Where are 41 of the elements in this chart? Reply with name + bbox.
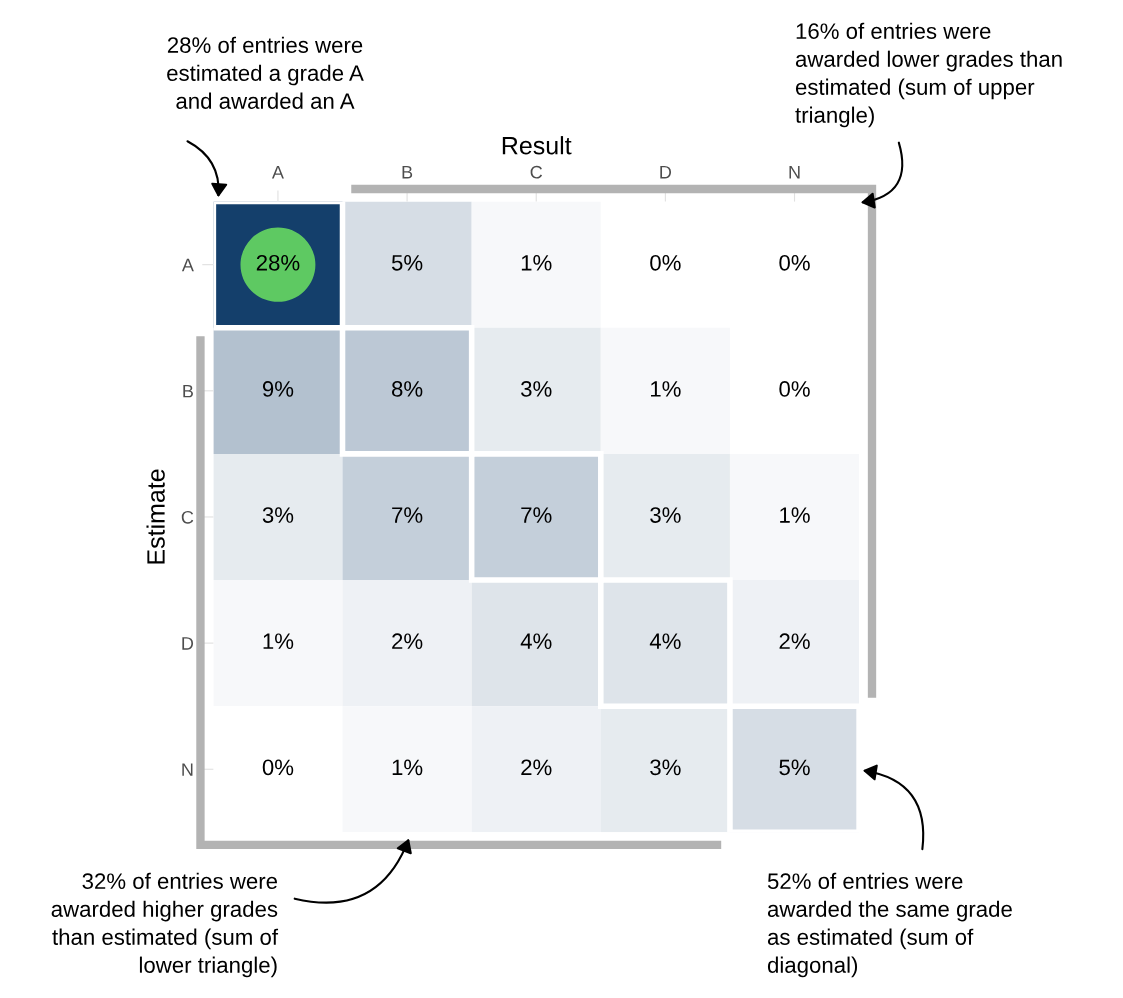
data-label: 1% (521, 255, 552, 271)
data-label: 0% (262, 759, 294, 776)
y-tick-label: A (181, 258, 194, 272)
data-label: 3% (262, 507, 294, 523)
y-tick-label: D (182, 637, 194, 650)
text: 28% of entries were estimated a grade A and awarded an A (167, 36, 364, 109)
y-tick-label: C (181, 510, 194, 524)
data-label: 3% (650, 759, 681, 776)
data-label: 1% (651, 381, 681, 397)
data-label: 5% (391, 255, 423, 271)
data-label: 28% (256, 254, 300, 271)
x-tick-label: A (271, 165, 284, 179)
data-label: 1% (392, 759, 423, 776)
y-tick-label: B (183, 384, 193, 398)
x-tick-label: C (530, 165, 543, 179)
data-label: 3% (650, 507, 681, 523)
data-label: 0% (779, 381, 810, 397)
x-tick-label: D (660, 165, 672, 179)
data-label: 8% (391, 381, 423, 397)
text: 16% of entries were awarded lower grades than estimated (sum of upper triangle) (795, 22, 1062, 128)
data-label: 4% (649, 633, 681, 649)
data-label: 0% (650, 254, 681, 271)
data-label: 3% (521, 381, 552, 397)
text: 32% of entries were awarded higher grades than estimated (sum of lower triangle) (51, 872, 279, 978)
data-label: 1% (263, 633, 294, 649)
data-label: 7% (392, 507, 423, 523)
data-label: 2% (521, 759, 552, 776)
data-label: 9% (262, 381, 294, 397)
text: 52% of entries were awarded the same grade as estimated (sum of diagonal) (767, 872, 1012, 978)
data-label: 0% (779, 254, 810, 271)
data-label: 2% (392, 633, 423, 649)
data-label: 7% (521, 507, 552, 523)
x-tick-label: B (402, 165, 413, 179)
data-label: 4% (520, 633, 552, 649)
data-label: 5% (779, 759, 810, 776)
x-tick-label: N (789, 165, 800, 179)
y-tick-label: N (182, 763, 193, 776)
x-axis-title: Result (502, 136, 572, 155)
data-label: 1% (780, 507, 810, 523)
y-axis-title: Estimate (146, 469, 165, 564)
data-label: 2% (779, 633, 810, 649)
